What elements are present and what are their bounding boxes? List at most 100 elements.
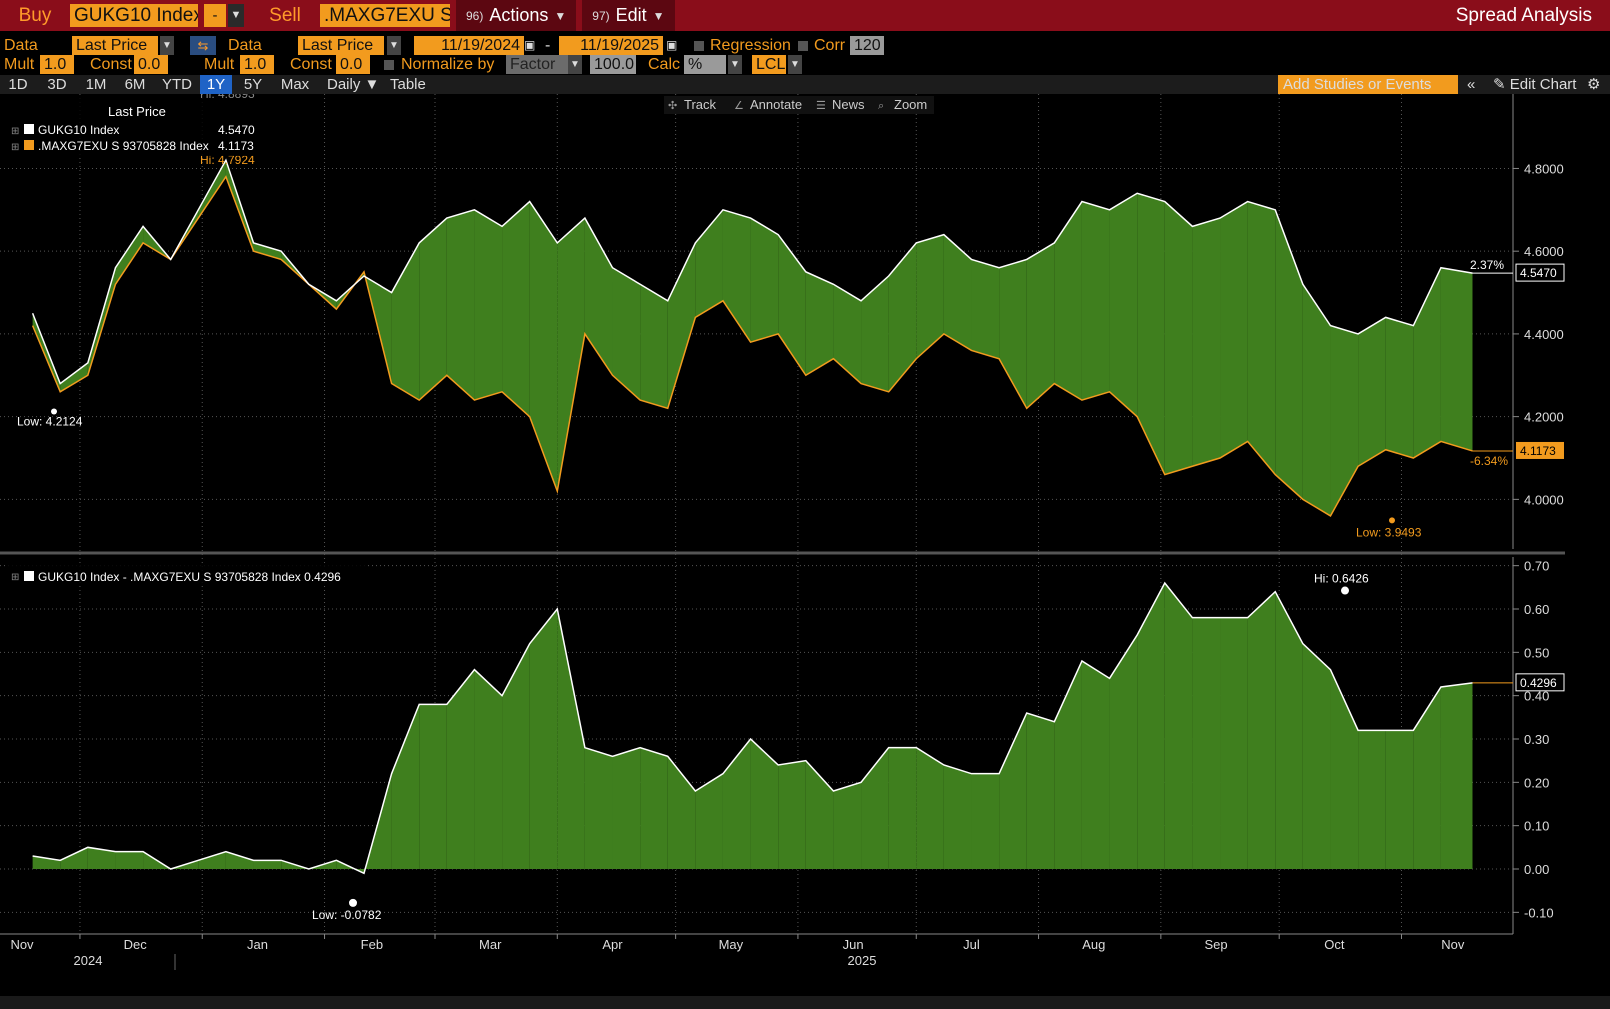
period-bar: 1D 3D 1M 6M YTD 1Y 5Y Max Daily ▼ Table Add Stu…	[0, 75, 1610, 94]
data2-label: Data	[228, 37, 262, 54]
spread-area-segment	[1247, 591, 1276, 869]
swap-icon[interactable]: ⇆	[190, 36, 216, 55]
legend-swatch-spread	[24, 571, 34, 581]
calendar-icon[interactable]: ▣	[524, 38, 536, 52]
spread-area-segment	[529, 609, 558, 869]
tool-track[interactable]: Track	[684, 97, 717, 112]
edit-chart-button[interactable]: ✎ Edit Chart	[1493, 76, 1577, 93]
spread-area-segment	[1192, 617, 1221, 869]
last-value-box-maxg7exu	[1516, 441, 1564, 459]
const2-input[interactable]: 0.0	[336, 55, 370, 74]
spread-area-segment	[1275, 591, 1303, 869]
data2-dropdown[interactable]: Last Price	[298, 36, 384, 55]
start-date-input[interactable]: 11/19/2024	[414, 36, 524, 55]
spread-fill-segment	[888, 242, 917, 392]
low-annotation-spread: Low: -0.0782	[312, 908, 382, 922]
data1-dropdown[interactable]: Last Price	[72, 36, 158, 55]
spread-area-segment	[1302, 643, 1331, 869]
edit-chart-label: Edit Chart	[1509, 76, 1577, 93]
period-1y[interactable]: 1Y	[200, 75, 232, 94]
frequency-label: Daily	[327, 76, 361, 93]
actions-code: 96)	[466, 8, 484, 23]
spread-area-segment	[1081, 661, 1110, 869]
studies-input[interactable]: Add Studies or Events	[1278, 75, 1458, 94]
period-3d[interactable]: 3D	[47, 76, 67, 93]
spread-area-segment	[888, 747, 917, 869]
spread-area-segment	[1358, 730, 1386, 869]
operator-caret-icon[interactable]: ▼	[228, 4, 244, 27]
y-tick-label: 4.6000	[1524, 244, 1564, 259]
const1-input[interactable]: 0.0	[134, 55, 168, 74]
last-value-gukg10: 4.5470	[1520, 266, 1557, 280]
last-value-box-spread	[1515, 673, 1565, 692]
tool-annotate[interactable]: Annotate	[750, 97, 802, 112]
spread-fill-segment	[87, 267, 116, 376]
period-list: 1D 3D 1M 6M YTD 1Y 5Y Max	[0, 75, 309, 94]
normalize-checkbox[interactable]	[384, 60, 394, 70]
end-date-input[interactable]: 11/19/2025	[559, 36, 663, 55]
calc-label: Calc	[648, 56, 681, 73]
normalize-caret-icon[interactable]: ▼	[568, 55, 582, 74]
lcl-caret-icon[interactable]: ▼	[788, 55, 802, 74]
mult2-input[interactable]: 1.0	[240, 55, 274, 74]
low-marker-gukg10	[51, 408, 57, 415]
y-tick-label: 0.10	[1524, 819, 1549, 834]
tool-news[interactable]: News	[832, 97, 865, 112]
x-year-label-2025: 2025	[848, 953, 877, 968]
normalize-dropdown[interactable]: Factor	[506, 55, 568, 74]
calendar-icon[interactable]: ▣	[666, 38, 678, 52]
spread-chart[interactable]: 4.0000 4.2000 4.4000 4.6000 4.8000 -0.10 0.00 0…	[0, 94, 1610, 1009]
x-tick-label: Aug	[1082, 937, 1105, 952]
spread-fill-segment	[391, 242, 420, 401]
operator-dropdown[interactable]: -	[204, 4, 226, 27]
corr-input[interactable]: 120	[850, 36, 884, 55]
period-6m[interactable]: 6M	[124, 76, 146, 93]
spread-area-segment	[612, 747, 641, 869]
spread-area-segment	[861, 747, 889, 869]
x-tick-label: Oct	[1324, 937, 1345, 952]
buy-label: Buy	[18, 4, 52, 26]
buy-ticker-input[interactable]: GUKG10 Index	[70, 4, 198, 27]
spread-fill-segment	[1026, 242, 1055, 409]
period-5y[interactable]: 5Y	[243, 76, 263, 93]
period-1d[interactable]: 1D	[8, 76, 28, 93]
spread-area-segment	[419, 704, 447, 869]
data2-caret-icon[interactable]: ▼	[387, 36, 401, 55]
period-1m[interactable]: 1M	[85, 76, 107, 93]
actions-menu[interactable]: 96) Actions ▼	[456, 0, 577, 31]
spread-fill-segment	[1275, 209, 1303, 500]
spread-area-segment	[999, 713, 1027, 869]
spread-fill-segment	[750, 218, 779, 343]
spread-area-segment	[805, 760, 834, 869]
y-tick-label: 4.4000	[1524, 327, 1564, 342]
y-tick-label: 0.30	[1524, 732, 1549, 747]
edit-menu[interactable]: 97) Edit ▼	[582, 0, 675, 31]
spread-area-segment	[87, 847, 116, 869]
spread-area-segment	[502, 643, 530, 869]
gear-icon[interactable]: ⚙	[1587, 76, 1601, 93]
spread-fill-segment	[1247, 201, 1276, 475]
normalize-amount-input[interactable]: 100.0	[590, 55, 636, 74]
spread-fill-segment	[1440, 267, 1473, 451]
regression-checkbox[interactable]	[694, 41, 704, 51]
sell-ticker-input[interactable]: .MAXG7EXU S 9	[320, 4, 450, 27]
mult1-input[interactable]: 1.0	[40, 55, 74, 74]
frequency-dropdown[interactable]: Daily ▼	[327, 76, 380, 93]
lcl-dropdown[interactable]: LCL	[752, 55, 786, 74]
low-marker-maxg7exu	[1389, 517, 1395, 524]
calc-dropdown[interactable]: %	[684, 55, 726, 74]
page-title: Spread Analysis	[1455, 5, 1592, 26]
calc-caret-icon[interactable]: ▼	[728, 55, 742, 74]
collapse-icon[interactable]: «	[1467, 76, 1476, 93]
spread-area-segment	[1220, 617, 1248, 869]
news-icon: ☰	[816, 100, 826, 112]
data1-caret-icon[interactable]: ▼	[160, 36, 174, 55]
spread-fill-segment	[640, 284, 668, 409]
period-max[interactable]: Max	[280, 76, 310, 93]
table-button[interactable]: Table	[390, 76, 426, 93]
tool-zoom[interactable]: Zoom	[894, 97, 927, 112]
spread-area-segment	[584, 747, 613, 869]
spread-fill-segment	[916, 234, 944, 359]
corr-checkbox[interactable]	[798, 41, 808, 51]
period-ytd[interactable]: YTD	[162, 76, 192, 93]
